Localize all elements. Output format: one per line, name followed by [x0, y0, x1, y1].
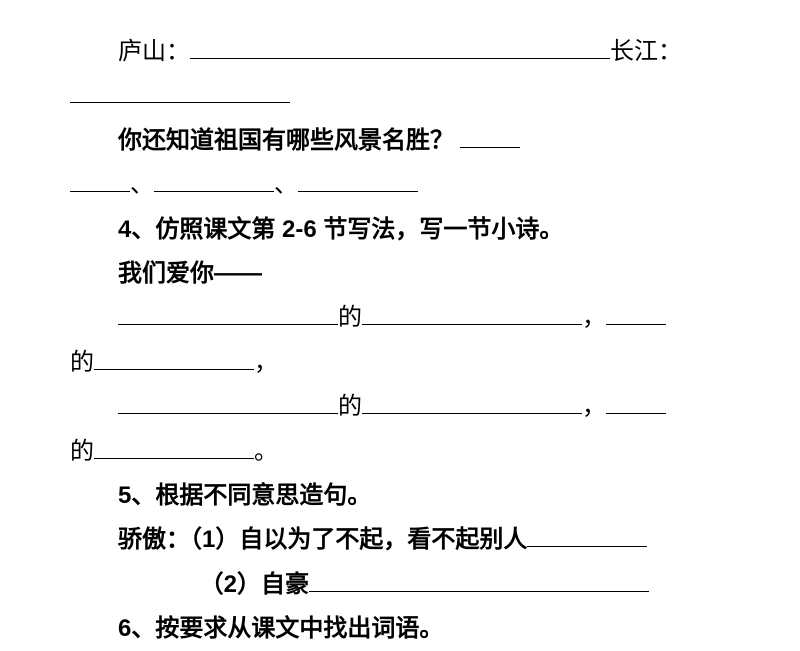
de-2: 的 [70, 350, 94, 376]
sep-1: 、 [130, 172, 154, 198]
blank-p3c[interactable] [606, 388, 666, 414]
blank-scenic-inline[interactable] [460, 121, 520, 147]
blank-changjiang[interactable] [70, 77, 290, 103]
text-q5-word: 骄傲： [118, 526, 190, 553]
line-poem-3: 的， [70, 385, 730, 429]
blank-p4[interactable] [94, 432, 254, 458]
text-q4: 4、仿照课文第 2-6 节写法，写一节小诗。 [70, 208, 730, 252]
text-lushan: 庐山： [118, 39, 190, 65]
blank-scenic-1[interactable] [70, 166, 130, 192]
line-lushan-changjiang: 庐山： 长江： [70, 30, 730, 74]
line-scenic-list: 、、 [70, 163, 730, 207]
de-3: 的 [338, 394, 362, 420]
line-q5-1: 骄傲：（1）自以为了不起，看不起别人 [70, 518, 730, 562]
line-poem-2: 的， [70, 341, 730, 385]
blank-p1c[interactable] [606, 299, 666, 325]
blank-scenic-3[interactable] [298, 166, 418, 192]
de-1: 的 [338, 305, 362, 331]
comma-2: ， [254, 350, 278, 376]
comma-3: ， [582, 394, 606, 420]
blank-p3b[interactable] [362, 388, 582, 414]
line-changjiang-blank [70, 74, 730, 118]
blank-q5-2[interactable] [309, 565, 649, 591]
de-4: 的 [70, 439, 94, 465]
text-q4-prefix: 我们爱你—— [70, 252, 730, 296]
period-1: 。 [254, 439, 278, 465]
text-q5-1: （1）自以为了不起，看不起别人 [190, 526, 527, 553]
text-q5-2: （2）自豪 [200, 571, 309, 598]
blank-q5-1[interactable] [527, 521, 647, 547]
text-q5: 5、根据不同意思造句。 [70, 474, 730, 518]
blank-p1a[interactable] [118, 299, 338, 325]
blank-lushan[interactable] [190, 33, 610, 59]
line-scenic-question: 你还知道祖国有哪些风景名胜？ [70, 119, 730, 163]
text-scenic-q: 你还知道祖国有哪些风景名胜？ [118, 127, 454, 154]
sep-2: 、 [274, 172, 298, 198]
text-q6: 6、按要求从课文中找出词语。 [70, 607, 730, 651]
line-poem-1: 的， [70, 296, 730, 340]
line-poem-4: 的。 [70, 430, 730, 474]
blank-p1b[interactable] [362, 299, 582, 325]
blank-scenic-2[interactable] [154, 166, 274, 192]
text-changjiang: 长江： [610, 39, 682, 65]
blank-p3a[interactable] [118, 388, 338, 414]
comma-1: ， [582, 305, 606, 331]
worksheet-body: 庐山：长江： 你还知道祖国有哪些风景名胜？ 、、 4、仿照课文第 2-6 节写法… [70, 30, 730, 651]
blank-p2[interactable] [94, 343, 254, 369]
